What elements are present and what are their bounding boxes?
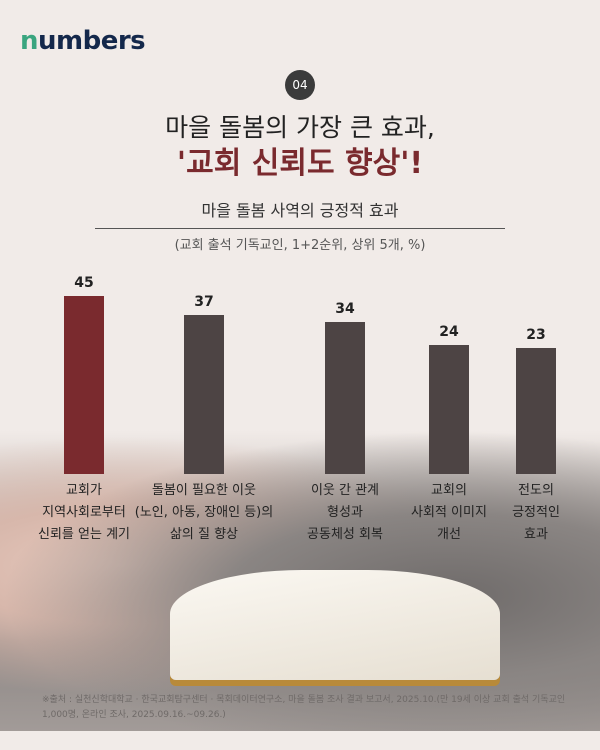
chart-title: 마을 돌봄 사역의 긍정적 효과 [201, 201, 399, 220]
bar-chart: 45 교회가 지역사회로부터 신뢰를 얻는 계기 37 돌봄이 필요한 이웃 (노인, 아동… [0, 255, 600, 553]
bible-reading-photo [0, 430, 600, 731]
bar [64, 295, 104, 474]
open-bible-image [170, 570, 500, 680]
category-label: 교회의 사회적 이미지 개선 [411, 483, 487, 542]
category-label: 이웃 간 관계 형성과 공동체성 회복 [307, 483, 383, 542]
title-line-2: '교회 신뢰도 향상'! [176, 146, 424, 181]
header: numbers [0, 0, 600, 62]
category-label: 전도의 긍정적인 효과 [512, 483, 560, 542]
data-label: 24 [439, 324, 459, 341]
infographic: numbers 04 마을 돌봄의 가장 큰 효과, '교회 신뢰도 향상'! … [0, 0, 600, 731]
chart-subtitle: (교회 출석 기독교인, 1+2순위, 상위 5개, %) [174, 238, 426, 253]
data-label: 34 [335, 300, 355, 317]
bar [516, 347, 556, 474]
bar [429, 345, 469, 474]
page-number-badge: 04 [285, 70, 315, 100]
title-line-1: 마을 돌봄의 가장 큰 효과, [165, 113, 435, 142]
source-note: ※출처 : 실천신학대학교 · 한국교회탐구센터 · 목회데이터연구소, 마을 … [42, 695, 566, 720]
category-label: 교회가 지역사회로부터 신뢰를 얻는 계기 [38, 483, 130, 542]
bar [184, 314, 224, 474]
bar [325, 321, 365, 474]
data-label: 37 [194, 293, 214, 310]
category-label: 돌봄이 필요한 이웃 (노인, 아동, 장애인 등)의 삶의 질 향상 [134, 483, 274, 542]
data-label: 45 [74, 274, 94, 291]
numbers-logo: numbers [20, 26, 146, 56]
title-divider [95, 228, 505, 229]
data-label: 23 [526, 326, 546, 343]
